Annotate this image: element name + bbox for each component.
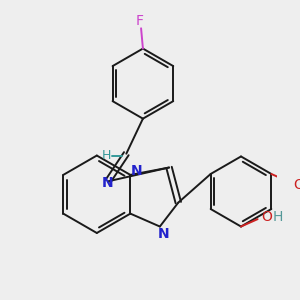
Text: H: H <box>273 210 283 224</box>
Text: O: O <box>294 178 300 192</box>
Text: N: N <box>131 164 142 178</box>
Text: N: N <box>102 176 114 190</box>
Text: F: F <box>135 14 143 28</box>
Text: N: N <box>158 227 170 241</box>
Text: O: O <box>261 210 272 224</box>
Text: H: H <box>101 149 111 162</box>
